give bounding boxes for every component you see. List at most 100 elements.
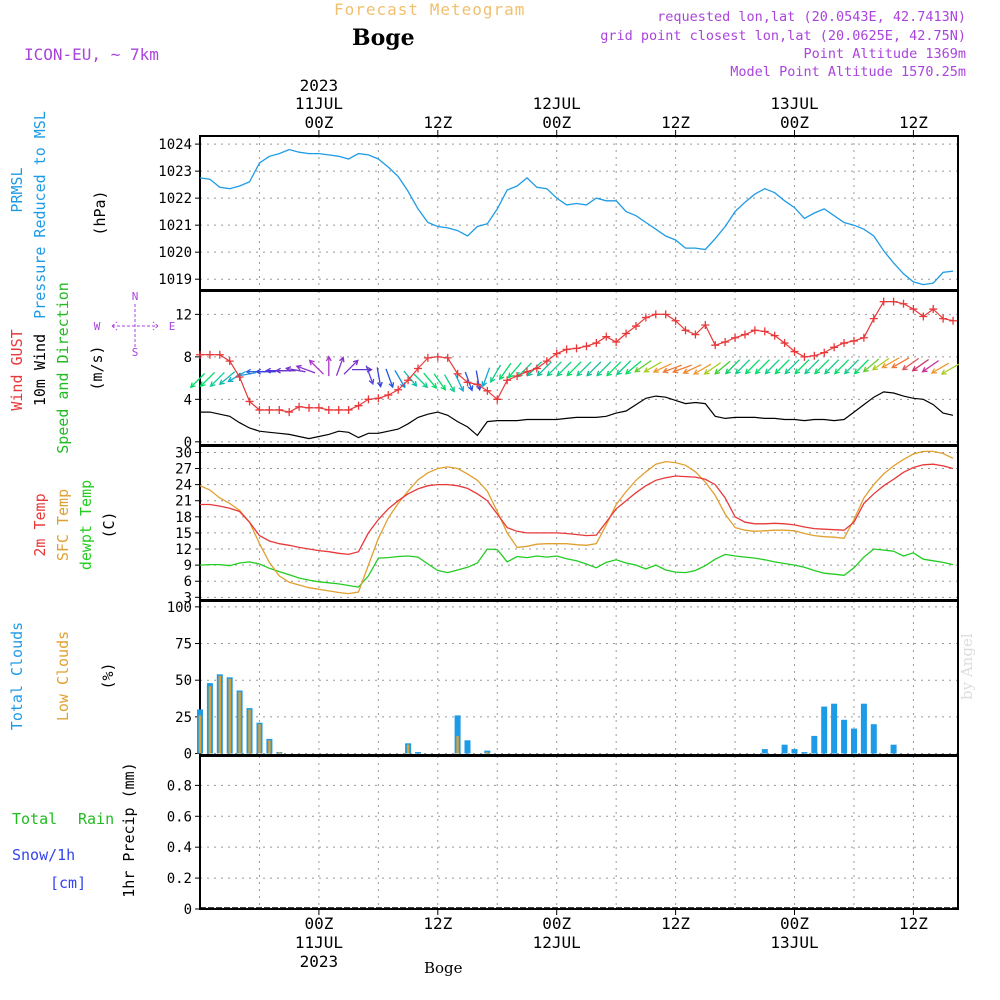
wind-arrow xyxy=(343,359,359,375)
y-tick-label: 50 xyxy=(175,673,192,689)
wind-arrow-head xyxy=(274,367,281,374)
total-cloud-bar xyxy=(860,703,867,754)
y-tick-label: 12 xyxy=(175,307,192,323)
wind-arrow-head xyxy=(672,367,679,374)
total-cloud-bar xyxy=(841,719,848,754)
temp-2m-label: 2m Temp xyxy=(31,493,49,556)
wind-arrow xyxy=(365,365,374,385)
gust-marker xyxy=(681,326,690,335)
compass-south: S xyxy=(132,346,139,359)
wind-arrow-head xyxy=(209,381,216,388)
gust-marker xyxy=(493,395,502,404)
wind-arrow-head xyxy=(255,368,262,375)
wind-arrow-head xyxy=(615,369,622,376)
wind-arrow xyxy=(704,362,721,375)
compass-north: N xyxy=(132,290,139,303)
total-cloud-bar xyxy=(890,744,897,754)
low-cloud-bar xyxy=(238,691,241,754)
compass-rose xyxy=(111,304,159,348)
wind-arrow-head xyxy=(481,380,488,388)
gust-marker xyxy=(651,310,660,319)
y-tick-label: 0 xyxy=(184,747,192,763)
gust-marker xyxy=(394,385,403,394)
gust-marker xyxy=(691,330,700,339)
wind-arrow xyxy=(296,365,316,374)
gust-marker xyxy=(532,364,541,373)
gust-marker xyxy=(265,405,274,414)
y-tick-label: 0.6 xyxy=(167,809,192,825)
total-cloud-bar xyxy=(831,703,838,754)
wind-arrow xyxy=(902,357,920,371)
wind-arrow xyxy=(219,371,236,385)
wind-arrow-head xyxy=(576,370,583,377)
wind-arrow xyxy=(576,361,592,377)
y-tick-label: 21 xyxy=(175,494,192,510)
gust-marker xyxy=(463,378,472,387)
gust-marker xyxy=(473,380,482,389)
wind-arrow-head xyxy=(458,385,465,393)
wind-arrow xyxy=(423,372,437,389)
wind-arrow xyxy=(872,357,890,371)
wind-arrow xyxy=(596,361,612,377)
total-cloud-bar xyxy=(870,724,877,754)
y-tick-label: 9 xyxy=(184,558,192,574)
wind-arrow xyxy=(745,359,760,374)
gust-marker xyxy=(413,364,422,373)
y-tick-label: 1019 xyxy=(158,272,192,288)
wind-arrow-head xyxy=(295,364,302,371)
gust-marker xyxy=(701,320,710,329)
gust-marker xyxy=(780,339,789,348)
wind-arrow xyxy=(931,362,950,374)
wind-arrow xyxy=(433,373,446,391)
wind-arrow-head xyxy=(556,370,563,377)
wind-arrow-head xyxy=(422,382,429,389)
gust-marker xyxy=(622,329,631,338)
panel-frame xyxy=(199,445,959,601)
wind-arrow-head xyxy=(853,368,860,375)
total-cloud-bar xyxy=(454,715,461,754)
wind-speed-line xyxy=(200,391,954,440)
gust-marker xyxy=(275,405,284,414)
wind-arrow-head xyxy=(368,378,375,386)
wind-arrow xyxy=(891,357,910,369)
wind-arrow xyxy=(683,364,702,374)
wind-arrow xyxy=(653,363,672,373)
gridpoint-location: grid point closest lon,lat (20.0625E, 42… xyxy=(600,28,966,44)
sfc-temp-label: SFC Temp xyxy=(54,489,72,561)
gust-marker xyxy=(602,332,611,341)
y-tick-label: 24 xyxy=(175,478,192,494)
wind-arrow xyxy=(586,361,602,377)
bottom-date-label: 12JUL xyxy=(533,933,581,952)
wind-arrow xyxy=(774,359,790,374)
gust-marker xyxy=(285,408,294,417)
wind-arrow-head xyxy=(891,362,898,369)
wind-arrow-head xyxy=(692,369,700,375)
wind-arrow xyxy=(482,367,491,387)
gust-marker xyxy=(631,322,640,331)
wind-arrow xyxy=(499,362,512,380)
gust-marker xyxy=(760,327,769,336)
low-cloud-bar xyxy=(248,709,251,754)
wind-arrow-head xyxy=(682,368,689,374)
precip-unit: 1hr Precip (mm) xyxy=(120,762,138,897)
total-cloud-bar xyxy=(791,749,798,754)
wind-arrow-head xyxy=(606,370,612,377)
wind-arrow-head xyxy=(930,368,937,374)
total-cloud-bar xyxy=(821,706,828,754)
wind-arrow xyxy=(804,359,820,374)
wind-arrow xyxy=(863,358,880,373)
wind-arrow-head xyxy=(388,382,395,389)
gust-marker xyxy=(840,339,849,348)
y-tick-label: 1023 xyxy=(158,164,192,180)
bottom-hour-label: 00Z xyxy=(304,914,333,933)
wind-arrow xyxy=(537,361,552,377)
temp-unit: (C) xyxy=(100,511,118,538)
wind-arrow xyxy=(385,368,394,388)
gust-marker xyxy=(830,343,839,352)
wind-gust-label: Wind GUST xyxy=(8,329,26,410)
top-hour-label: 00Z xyxy=(542,113,571,132)
wind-arrow xyxy=(834,359,850,374)
wind-arrow-head xyxy=(804,368,811,375)
